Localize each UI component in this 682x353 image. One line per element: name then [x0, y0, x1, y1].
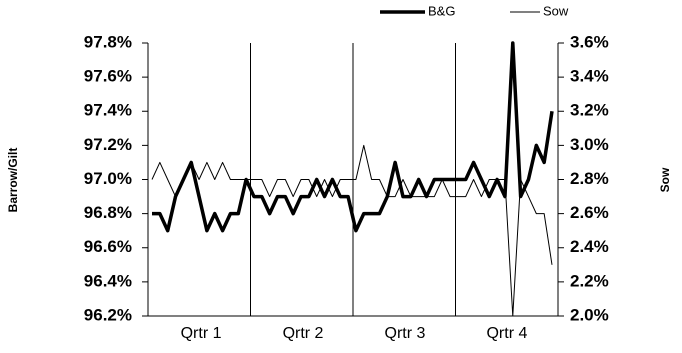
x-tick-label: Qrtr 2: [283, 325, 324, 342]
series-line: [151, 144, 553, 317]
y-tick-label: 96.2%: [84, 305, 132, 324]
y2-tick-label: 2.2%: [570, 271, 609, 290]
x-tick-label: Qrtr 4: [486, 325, 527, 342]
y2-tick-label: 2.6%: [570, 203, 609, 222]
y2-tick-label: 3.2%: [570, 101, 609, 120]
y-tick-label: 97.0%: [84, 169, 132, 188]
y-tick-label: 97.8%: [84, 32, 132, 51]
y2-tick-label: 3.6%: [570, 32, 609, 51]
y-tick-label: 97.4%: [84, 101, 132, 120]
y-tick-label: 96.8%: [84, 203, 132, 222]
y2-tick-label: 3.4%: [570, 67, 609, 86]
y2-tick-label: 2.4%: [570, 237, 609, 256]
y-axis-title: Barrow/Gilt: [6, 148, 20, 213]
y2-axis-title: Sow: [658, 167, 672, 192]
y-tick-label: 96.4%: [84, 271, 132, 290]
y-tick-label: 96.6%: [84, 237, 132, 256]
x-tick-label: Qrtr 1: [181, 325, 222, 342]
legend-label: Sow: [543, 3, 569, 18]
y2-tick-label: 2.8%: [570, 169, 609, 188]
y-tick-label: 97.2%: [84, 135, 132, 154]
legend-label: B&G: [428, 3, 455, 18]
y2-tick-label: 3.0%: [570, 135, 609, 154]
y2-tick-label: 2.0%: [570, 305, 609, 324]
series-line: [152, 41, 554, 233]
y-tick-label: 97.6%: [84, 67, 132, 86]
x-tick-label: Qrtr 3: [385, 325, 426, 342]
